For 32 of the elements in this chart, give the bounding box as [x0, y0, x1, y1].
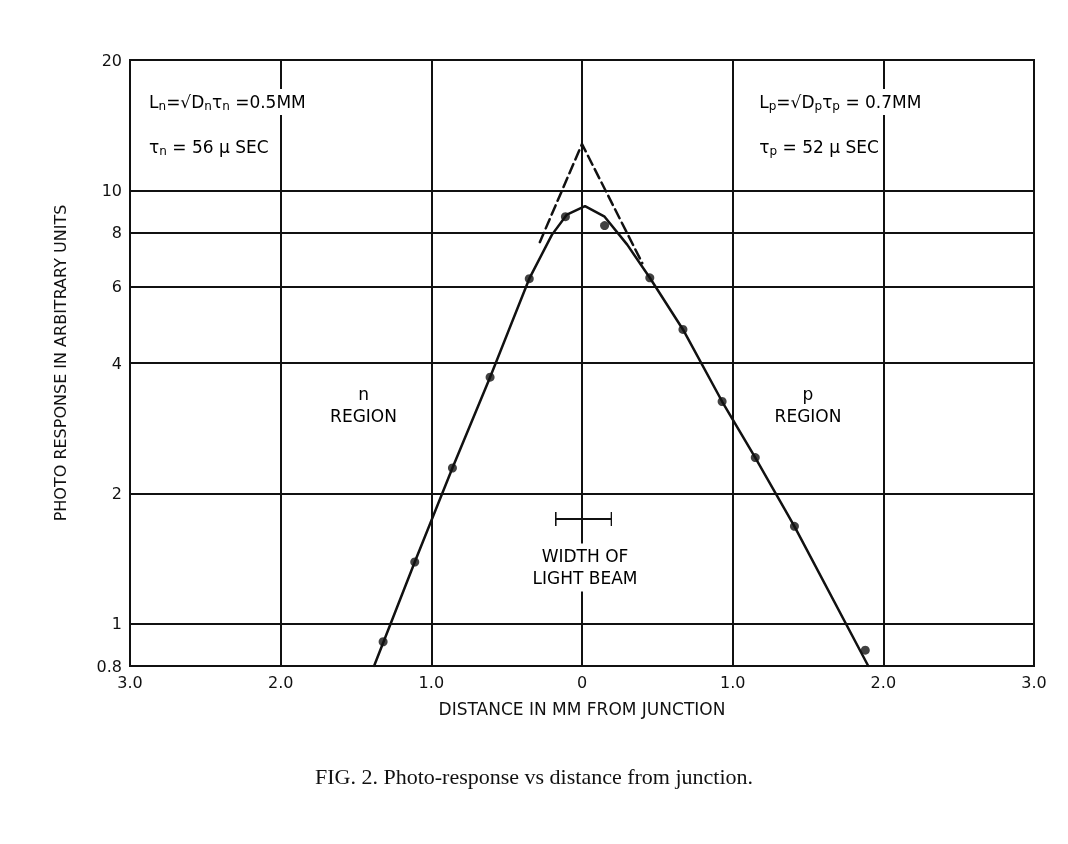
- x-axis-title: DISTANCE IN MM FROM JUNCTION: [438, 698, 726, 719]
- y-axis-title: PHOTO RESPONSE IN ARBITRARY UNITS: [50, 204, 70, 522]
- caption: FIG. 2. Photo-response vs distance from junction.: [314, 763, 754, 789]
- point: [524, 274, 534, 284]
- x-tick-label: 1.0: [418, 672, 445, 692]
- x-tick-label: 2.0: [267, 672, 294, 692]
- point: [678, 324, 688, 334]
- y-tick-label: 1: [111, 614, 122, 634]
- point: [717, 397, 727, 407]
- point: [789, 521, 799, 531]
- y-tick-label: 20: [101, 50, 122, 70]
- x-tick-label: 1.0: [719, 672, 746, 692]
- x-tick-label: 2.0: [870, 672, 897, 692]
- point: [645, 273, 655, 283]
- point: [410, 557, 420, 567]
- point: [560, 212, 570, 222]
- point: [860, 645, 870, 655]
- y-tick-label: 4: [111, 353, 122, 373]
- annotation: n REGION: [330, 384, 397, 427]
- y-tick-label: 10: [101, 180, 122, 200]
- annotation: WIDTH OF LIGHT BEAM: [532, 546, 638, 589]
- point: [600, 221, 610, 231]
- point: [447, 463, 457, 473]
- point: [750, 453, 760, 463]
- point: [378, 637, 388, 647]
- y-tick-label: 2: [111, 483, 122, 503]
- point: [485, 372, 495, 382]
- x-tick-label: 0: [576, 672, 588, 692]
- annotation: p REGION: [774, 384, 842, 427]
- y-tick-label: 6: [111, 277, 122, 297]
- x-tick-label: 3.0: [1021, 672, 1047, 692]
- y-tick-label: 8: [111, 223, 122, 243]
